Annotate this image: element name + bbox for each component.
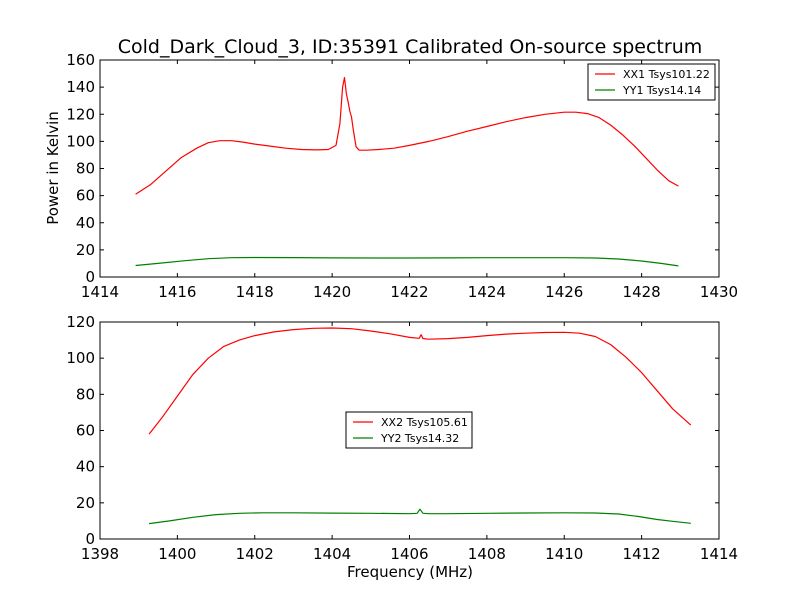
- bottom-y-tick-label: 40: [76, 458, 95, 476]
- bottom-legend-label-2: YY2 Tsys14.32: [380, 432, 459, 445]
- bottom-x-tick-label: 1398: [81, 545, 119, 563]
- top-x-tick-label: 1416: [158, 283, 196, 301]
- top-y-tick-label: 20: [76, 241, 95, 259]
- bottom-spectrum-panel: 1398 1400 1402 1404 1406 1408 1410 1412 1414 0 20 4…: [66, 313, 738, 563]
- top-y-tick-label: 140: [66, 78, 95, 96]
- bottom-series-line-1: [148, 327, 692, 435]
- bottom-y-tick-label: 120: [66, 313, 95, 331]
- bottom-x-tick-label: 1400: [158, 545, 196, 563]
- bottom-x-tick-label: 1414: [700, 545, 738, 563]
- bottom-legend: XX2 Tsys105.61 YY2 Tsys14.32: [345, 411, 473, 449]
- bottom-legend-box: [345, 411, 473, 449]
- top-x-tick-label: 1428: [623, 283, 661, 301]
- top-legend-box: [587, 63, 716, 101]
- top-x-tick-label: 1430: [700, 283, 738, 301]
- top-legend: XX1 Tsys101.22 YY1 Tsys14.14: [587, 63, 716, 101]
- top-spectrum-panel: 1414 1416 1418 1420 1422 1424 1426 1428 1430 0 20 4…: [66, 51, 738, 301]
- bottom-x-tick-label: 1412: [623, 545, 661, 563]
- top-y-tick-label: 0: [85, 268, 95, 286]
- top-x-tick-label: 1424: [468, 283, 506, 301]
- top-legend-label-1: XX1 Tsys101.22: [623, 68, 710, 81]
- top-x-tick-label: 1414: [81, 283, 119, 301]
- bottom-x-tick-label: 1410: [545, 545, 583, 563]
- top-x-tick-label: 1426: [545, 283, 583, 301]
- top-x-tick-label: 1418: [236, 283, 274, 301]
- top-y-tick-label: 40: [76, 214, 95, 232]
- top-y-tick-label: 60: [76, 187, 95, 205]
- top-legend-label-2: YY1 Tsys14.14: [622, 84, 701, 97]
- bottom-legend-label-1: XX2 Tsys105.61: [381, 416, 468, 429]
- chart-title: Cold_Dark_Cloud_3, ID:35391 Calibrated O…: [118, 36, 703, 58]
- top-y-tick-label: 80: [76, 160, 95, 178]
- bottom-y-tick-label: 0: [85, 530, 95, 548]
- bottom-x-tick-label: 1404: [313, 545, 351, 563]
- bottom-x-axis-label: Frequency (MHz): [347, 563, 473, 581]
- top-series-line-1: [135, 76, 679, 195]
- bottom-series-line-2: [149, 508, 691, 525]
- bottom-y-tick-label: 20: [76, 494, 95, 512]
- bottom-x-tick-label: 1406: [390, 545, 428, 563]
- bottom-y-tick-label: 80: [76, 385, 95, 403]
- top-y-axis-label: Power in Kelvin: [44, 111, 62, 225]
- top-y-tick-label: 120: [66, 105, 95, 123]
- top-y-tick-label: 160: [66, 51, 95, 69]
- bottom-x-tick-label: 1408: [468, 545, 506, 563]
- bottom-x-tick-label: 1402: [236, 545, 274, 563]
- top-y-tick-label: 100: [66, 132, 95, 150]
- bottom-y-tick-label: 60: [76, 422, 95, 440]
- top-x-tick-label: 1420: [313, 283, 351, 301]
- top-series-line-2: [135, 256, 679, 267]
- top-x-tick-label: 1422: [390, 283, 428, 301]
- bottom-y-tick-label: 100: [66, 349, 95, 367]
